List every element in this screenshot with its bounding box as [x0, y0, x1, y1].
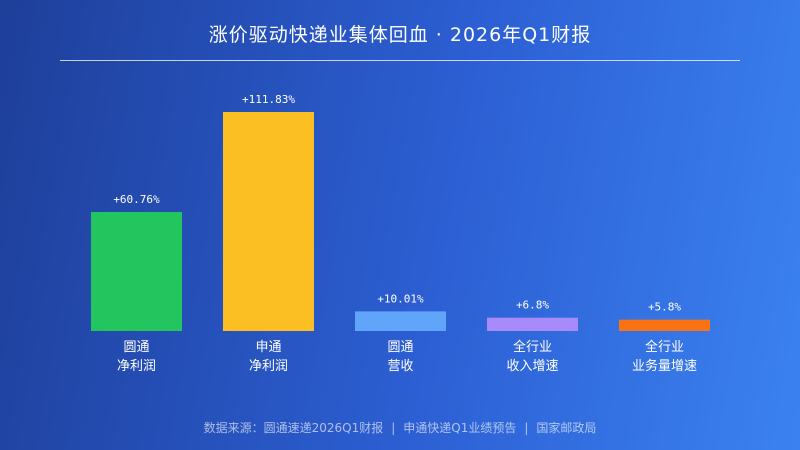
category-label-0-line-0: 圆通	[123, 340, 149, 355]
page-title: 涨价驱动快递业集体回血 · 2026年Q1财报	[208, 24, 592, 46]
category-label-3-line-1: 收入增速	[506, 359, 558, 374]
bar-0	[91, 212, 182, 331]
title-divider	[60, 60, 740, 61]
source-3: 国家邮政局	[536, 421, 597, 435]
category-label-2-line-0: 圆通	[387, 340, 413, 355]
category-label-3-line-0: 全行业	[513, 339, 552, 355]
category-label-1-line-1: 净利润	[249, 359, 288, 374]
data-label-3: +6.8%	[516, 299, 549, 312]
data-label-1: +111.83%	[242, 93, 295, 106]
data-label-2: +10.01%	[377, 292, 424, 305]
data-label-4: +5.8%	[648, 301, 681, 314]
category-label-2-line-1: 营收	[387, 359, 413, 374]
category-label-1-line-0: 申通	[255, 340, 281, 355]
bar-1	[223, 111, 314, 332]
source-separator-2: |	[524, 421, 529, 435]
source-separator-1: |	[391, 421, 396, 435]
category-label-4-line-1: 业务量增速	[632, 358, 697, 374]
category-label-0-line-1: 净利润	[117, 359, 156, 374]
source-1: 数据来源：圆通速递2026Q1财报	[203, 421, 384, 435]
bar-4	[619, 319, 710, 331]
bar-2	[355, 311, 446, 331]
bar-3	[487, 317, 578, 331]
data-label-0: +60.76%	[113, 193, 160, 206]
source-footer: 数据来源：圆通速递2026Q1财报 | 申通快递Q1业绩预告 | 国家邮政局	[0, 419, 800, 436]
category-label-4-line-0: 全行业	[645, 339, 684, 355]
source-2: 申通快递Q1业绩预告	[403, 421, 517, 435]
